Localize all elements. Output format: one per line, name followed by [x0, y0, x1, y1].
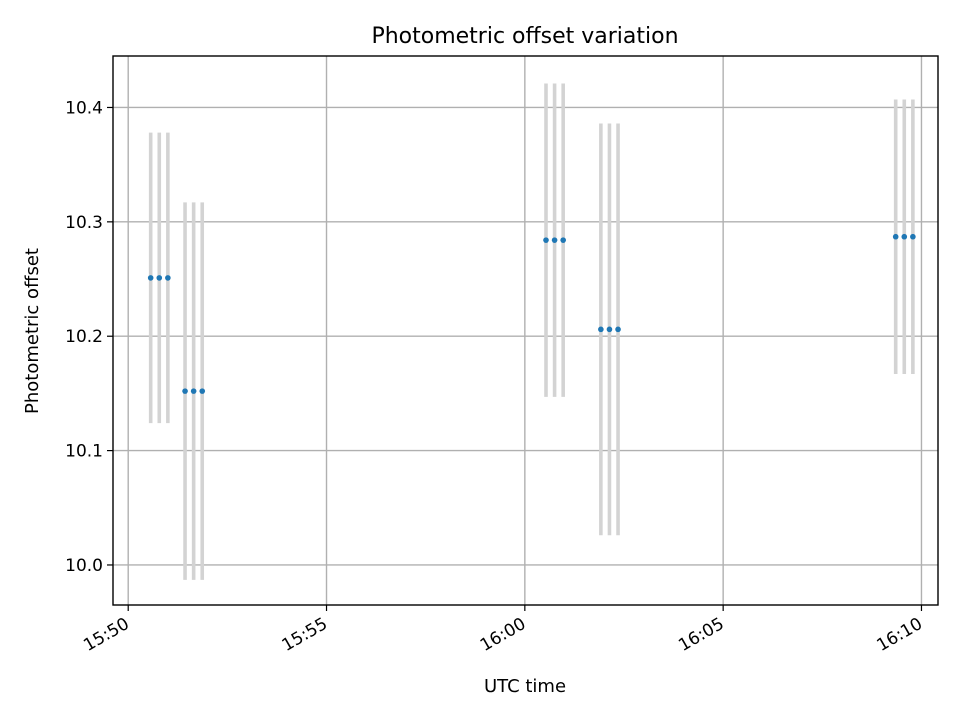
x-tick-label: 15:50 — [80, 614, 132, 656]
data-point — [543, 237, 549, 243]
x-tick-label: 16:00 — [477, 614, 529, 656]
y-axis-label: Photometric offset — [22, 248, 43, 414]
data-point — [892, 233, 899, 240]
chart-title: Photometric offset variation — [371, 24, 678, 49]
x-tick-label: 16:10 — [874, 614, 926, 656]
y-tick-label: 10.2 — [65, 327, 103, 347]
data-point — [551, 237, 558, 243]
point-layer — [147, 233, 916, 394]
data-point — [560, 237, 566, 243]
data-point — [156, 275, 163, 281]
data-point — [165, 275, 171, 281]
y-tick-label: 10.1 — [65, 442, 103, 462]
data-point — [615, 326, 621, 333]
x-tick-label: 15:55 — [279, 614, 331, 656]
data-point — [606, 326, 613, 333]
data-point — [147, 275, 154, 281]
data-point — [901, 233, 908, 240]
plot-frame — [112, 55, 939, 606]
y-tick-label: 10.3 — [65, 213, 103, 233]
x-tick-label: 16:05 — [675, 614, 727, 656]
data-point — [190, 388, 197, 394]
data-point — [598, 326, 604, 333]
grid-layer — [113, 56, 938, 605]
x-axis-label: UTC time — [484, 676, 566, 697]
y-tick-label: 10.0 — [65, 556, 103, 576]
data-point — [199, 388, 206, 394]
y-tick-label: 10.4 — [65, 98, 103, 118]
errorbar-layer — [148, 83, 915, 580]
data-point — [182, 388, 188, 394]
data-point — [910, 233, 916, 240]
